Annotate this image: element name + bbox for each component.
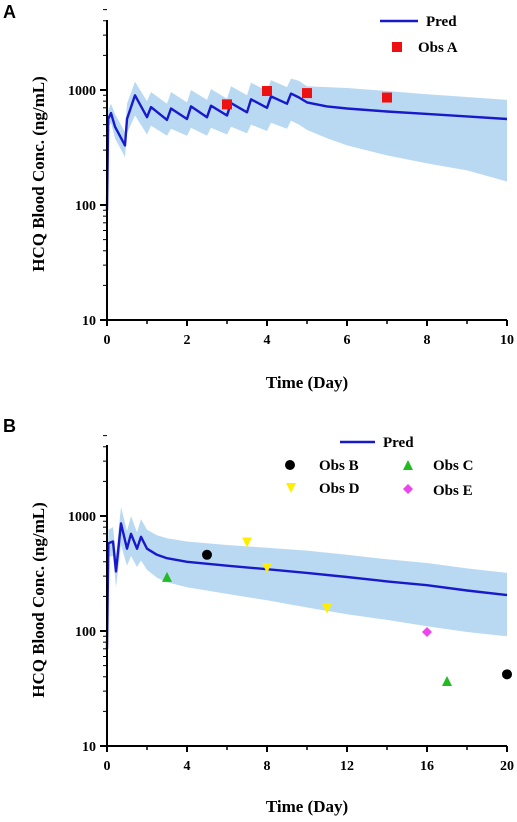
obs-d-point <box>322 603 332 614</box>
panel-b: B Time (Day) HCQ Blood Conc. (ng/mL) 0 4 8… <box>3 416 514 816</box>
x-tick-label: 8 <box>424 333 431 348</box>
prediction-band <box>107 506 507 649</box>
panel-b-ylabel: HCQ Blood Conc. (ng/mL) <box>29 502 48 698</box>
x-tick-label: 12 <box>340 759 354 774</box>
panel-a-legend: Pred Obs A <box>380 14 458 56</box>
y-tick-label: 1000 <box>68 510 96 525</box>
panel-b-observations <box>162 537 512 687</box>
obs-c-point <box>162 571 172 582</box>
legend-obs-e-label: Obs E <box>433 483 473 499</box>
y-tick-label: 1000 <box>68 84 96 99</box>
x-tick-label: 0 <box>104 759 111 774</box>
y-tick-label: 100 <box>75 199 96 214</box>
legend-pred-label: Pred <box>383 435 414 451</box>
legend-obs-e-marker <box>403 484 413 494</box>
pred-line <box>105 92 508 211</box>
panel-a-pred-line <box>105 92 508 211</box>
y-tick-label: 10 <box>82 314 96 329</box>
legend-obs-d-marker <box>286 483 296 493</box>
x-tick-label: 6 <box>344 333 351 348</box>
obs-d-point <box>262 563 272 574</box>
obs-b-point <box>502 669 512 680</box>
legend-obs-c-marker <box>403 460 413 470</box>
y-tick-label: 10 <box>82 740 96 755</box>
legend-obs-b-marker <box>285 460 295 470</box>
legend-obs-b-label: Obs B <box>319 458 359 474</box>
panel-b-legend: Pred Obs B Obs C Obs D Obs E <box>285 435 473 499</box>
panel-a-prediction-band <box>107 78 507 211</box>
legend-obs-a-label: Obs A <box>418 40 458 56</box>
panel-a-xlabel: Time (Day) <box>266 373 348 392</box>
x-tick-label: 8 <box>264 759 271 774</box>
legend-obs-d-label: Obs D <box>319 481 360 497</box>
x-tick-label: 4 <box>264 333 271 348</box>
obs-a-point <box>382 92 392 103</box>
y-tick-label: 100 <box>75 625 96 640</box>
x-tick-label: 2 <box>184 333 191 348</box>
panel-b-axes: 0 4 8 12 16 20 10 100 1000 <box>68 435 514 774</box>
prediction-band <box>107 78 507 211</box>
panel-a-ylabel: HCQ Blood Conc. (ng/mL) <box>29 76 48 272</box>
obs-a-point <box>262 86 272 97</box>
panel-a: A Time (Day) HCQ Blood Conc. (ng/mL) 0 2 4… <box>3 2 514 392</box>
legend-obs-a-marker <box>392 42 402 52</box>
panel-a-label: A <box>3 2 16 22</box>
panel-b-xlabel: Time (Day) <box>266 797 348 816</box>
obs-d-point <box>242 537 252 548</box>
legend-obs-c-label: Obs C <box>433 458 473 474</box>
x-tick-label: 0 <box>104 333 111 348</box>
x-tick-label: 10 <box>500 333 514 348</box>
panel-b-pred-line <box>105 522 508 649</box>
obs-e-point <box>422 627 432 638</box>
obs-b-point <box>202 549 212 560</box>
panel-b-label: B <box>3 416 16 436</box>
x-tick-label: 16 <box>420 759 434 774</box>
x-tick-label: 20 <box>500 759 514 774</box>
x-tick-label: 4 <box>184 759 191 774</box>
panel-b-prediction-band <box>107 506 507 649</box>
obs-a-point <box>302 88 312 99</box>
panel-a-axes: 0 2 4 6 8 10 10 100 1000 <box>68 9 514 348</box>
obs-a-point <box>222 99 232 110</box>
legend-pred-label: Pred <box>426 14 457 30</box>
panel-a-observations <box>222 86 392 110</box>
obs-c-point <box>442 676 452 687</box>
pred-line <box>105 522 508 649</box>
